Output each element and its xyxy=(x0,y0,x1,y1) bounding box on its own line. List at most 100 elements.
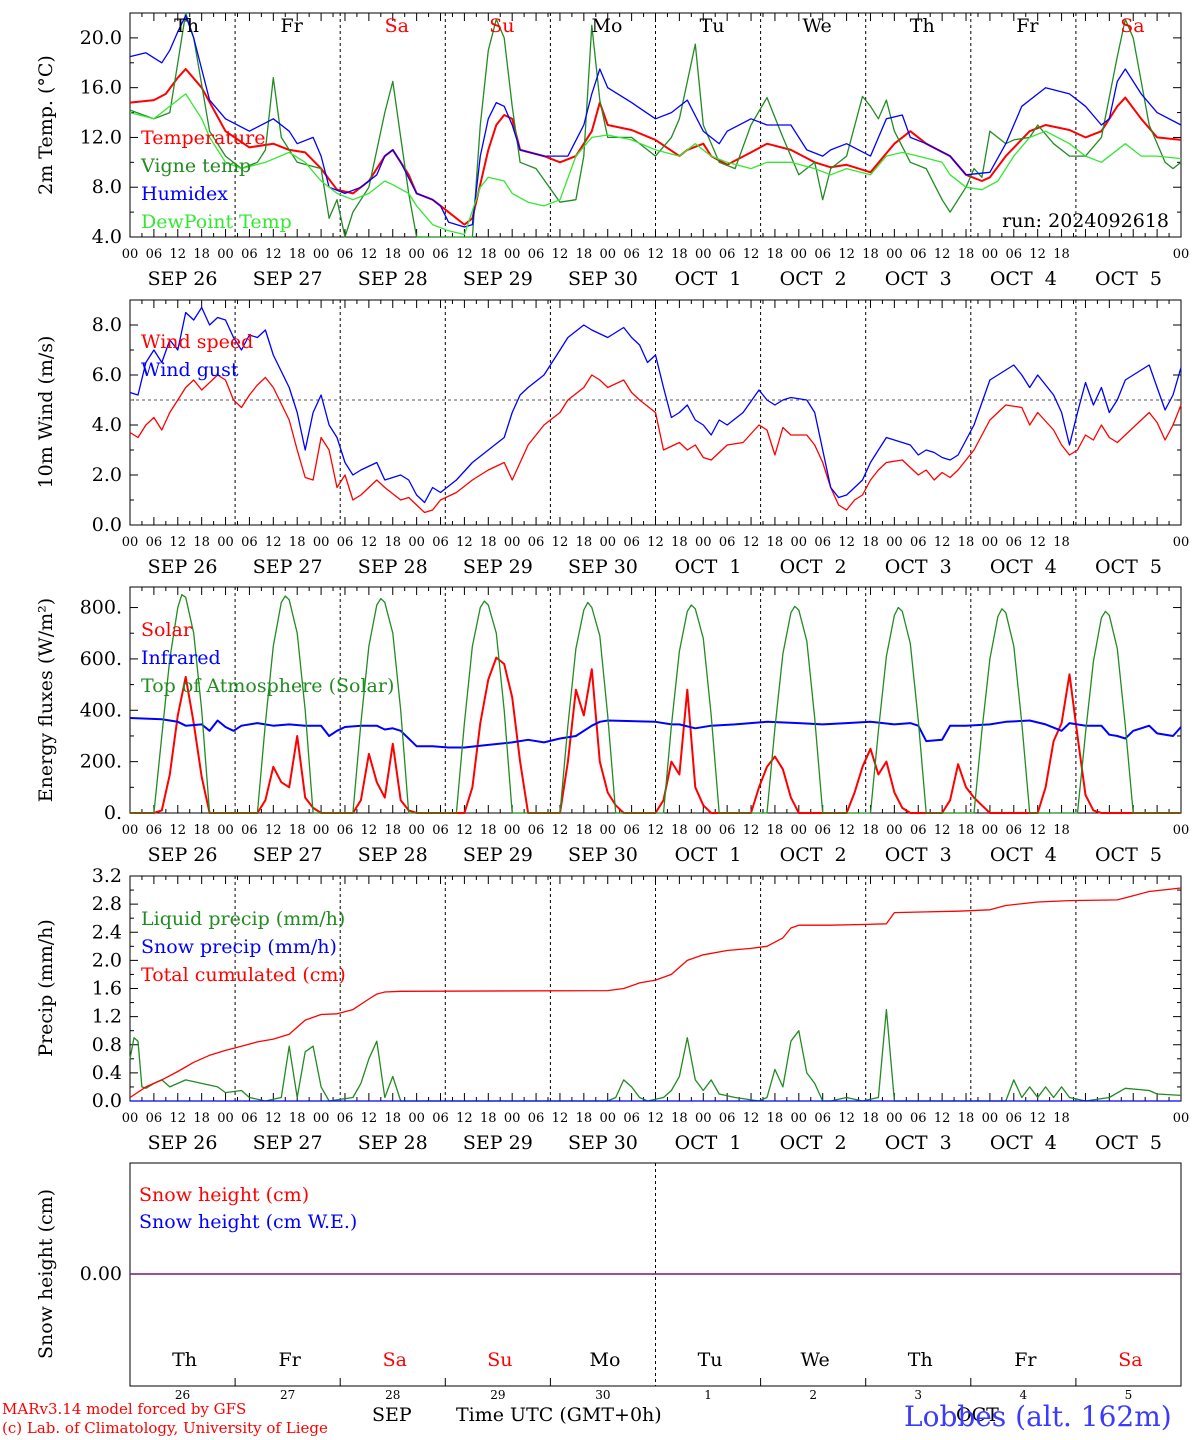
date-label: OCT 2 xyxy=(780,556,847,578)
date-label: OCT 5 xyxy=(1095,268,1162,290)
hour-tick-label: 12 xyxy=(169,823,186,838)
hour-tick-label: 12 xyxy=(647,535,664,550)
hour-tick-label: 12 xyxy=(743,535,760,550)
hour-tick-label: 18 xyxy=(193,535,210,550)
hour-tick-label: 06 xyxy=(1006,1111,1023,1126)
legend-solar: Solar xyxy=(141,619,193,641)
hour-tick-label: 00 xyxy=(982,535,999,550)
hour-tick-label: 12 xyxy=(1029,1111,1046,1126)
date-label: SEP 27 xyxy=(253,556,323,578)
hour-tick-label: 12 xyxy=(552,823,569,838)
hour-tick-label: 12 xyxy=(647,823,664,838)
hour-tick-label: 06 xyxy=(241,1111,258,1126)
hour-tick-label: 18 xyxy=(671,1111,688,1126)
date-label: SEP 26 xyxy=(148,268,218,290)
run-annotation: run: 2024092618 xyxy=(1002,210,1169,232)
hour-tick-label: 00 xyxy=(504,1111,521,1126)
hour-tick-label: 18 xyxy=(767,247,784,262)
hour-tick-label: 06 xyxy=(146,535,163,550)
hour-tick-label: 18 xyxy=(862,1111,879,1126)
hour-tick-label: 12 xyxy=(743,823,760,838)
hour-tick-label: 18 xyxy=(289,823,306,838)
panel-frame xyxy=(129,12,1182,238)
hour-tick-label: 00 xyxy=(695,823,712,838)
hour-tick-label: 00 xyxy=(886,247,903,262)
hour-tick-label: 00 xyxy=(217,823,234,838)
hour-tick-label: 06 xyxy=(1006,247,1023,262)
hour-tick-label: 00 xyxy=(217,247,234,262)
hour-tick-label: 18 xyxy=(862,823,879,838)
hour-tick-label: 12 xyxy=(169,247,186,262)
hour-tick-label: 00 xyxy=(122,823,139,838)
weekday-label: Th xyxy=(908,1349,933,1371)
hour-tick-label: 06 xyxy=(719,1111,736,1126)
y-tick-label: 0. xyxy=(104,802,122,824)
hour-tick-label: 00 xyxy=(791,535,808,550)
sep-month-label: SEP xyxy=(372,1404,412,1426)
series-line-dewpoint-temp xyxy=(129,93,1182,236)
date-label: OCT 5 xyxy=(1095,844,1162,866)
hour-tick-label: 12 xyxy=(647,247,664,262)
y-tick-label: 2.0 xyxy=(92,949,122,971)
y-tick-label: 3.2 xyxy=(92,865,122,887)
legend-snow-precip-mm-h-: Snow precip (mm/h) xyxy=(141,936,337,958)
y-tick-label: 8.0 xyxy=(92,314,122,336)
hour-tick-label: 12 xyxy=(552,535,569,550)
hour-tick-label: 18 xyxy=(862,535,879,550)
hour-tick-label: 12 xyxy=(456,823,473,838)
hour-tick-label: 12 xyxy=(934,535,951,550)
series-line-top-of-atmosphere-solar- xyxy=(130,594,1181,814)
hour-tick-label: 12 xyxy=(838,1111,855,1126)
hour-tick-label: 18 xyxy=(1053,535,1070,550)
hour-tick-label: 18 xyxy=(193,823,210,838)
hour-tick-label: 06 xyxy=(337,1111,354,1126)
hour-tick-label: 12 xyxy=(361,1111,378,1126)
legend-snow-height-cm-w-e-: Snow height (cm W.E.) xyxy=(139,1211,357,1233)
y-tick-label: 4.0 xyxy=(92,414,122,436)
date-label: OCT 3 xyxy=(885,1132,952,1154)
hour-tick-label: 00 xyxy=(791,1111,808,1126)
y-tick-label: 0.00 xyxy=(80,1263,122,1285)
series-line-liquid-precip-mm-h- xyxy=(129,1008,1182,1102)
hour-tick-label: 00 xyxy=(695,247,712,262)
legend-top-of-atmosphere-solar-: Top of Atmosphere (Solar) xyxy=(141,675,394,697)
date-label: OCT 5 xyxy=(1095,1132,1162,1154)
hour-tick-label: 00 xyxy=(408,1111,425,1126)
hour-tick-label: 12 xyxy=(552,247,569,262)
series-line-vigne-temp xyxy=(129,12,1182,238)
hour-tick-label: 00 xyxy=(122,535,139,550)
date-label: OCT 3 xyxy=(885,556,952,578)
hour-tick-label: 06 xyxy=(814,535,831,550)
day-number-label: 27 xyxy=(280,1388,295,1402)
model-credit: MARv3.14 model forced by GFS xyxy=(2,1400,247,1418)
hour-tick-label: 18 xyxy=(767,535,784,550)
hour-tick-label: 12 xyxy=(1029,247,1046,262)
hour-tick-label: 00 xyxy=(1173,247,1190,262)
date-label: SEP 26 xyxy=(148,1132,218,1154)
hour-tick-label: 00 xyxy=(217,535,234,550)
hour-tick-label: 00 xyxy=(1173,823,1190,838)
hour-tick-label: 06 xyxy=(337,247,354,262)
legend-total-cumulated-cm-: Total cumulated (cm) xyxy=(141,964,346,986)
series-line-humidex xyxy=(129,14,1182,228)
hour-tick-label: 00 xyxy=(408,535,425,550)
hour-tick-label: 06 xyxy=(719,823,736,838)
date-label: OCT 3 xyxy=(885,844,952,866)
weekday-label: Sa xyxy=(1120,15,1144,37)
hour-tick-label: 18 xyxy=(289,1111,306,1126)
date-label: SEP 29 xyxy=(463,844,533,866)
legend-vigne-temp: Vigne temp xyxy=(140,155,251,177)
series-line-wind-speed xyxy=(129,374,1182,514)
legend-dewpoint-temp: DewPoint Temp xyxy=(141,211,292,233)
hour-tick-label: 00 xyxy=(695,535,712,550)
date-label: SEP 26 xyxy=(148,556,218,578)
series-line-wind-gust xyxy=(129,306,1182,504)
hour-tick-label: 06 xyxy=(814,247,831,262)
y-axis-label: Snow height (cm) xyxy=(35,1189,57,1359)
y-tick-label: 1.6 xyxy=(92,978,122,1000)
date-label: SEP 30 xyxy=(568,268,638,290)
weekday-label: Th xyxy=(174,15,199,37)
hour-tick-label: 12 xyxy=(265,247,282,262)
hour-tick-label: 18 xyxy=(576,1111,593,1126)
y-tick-label: 0.0 xyxy=(92,514,122,536)
